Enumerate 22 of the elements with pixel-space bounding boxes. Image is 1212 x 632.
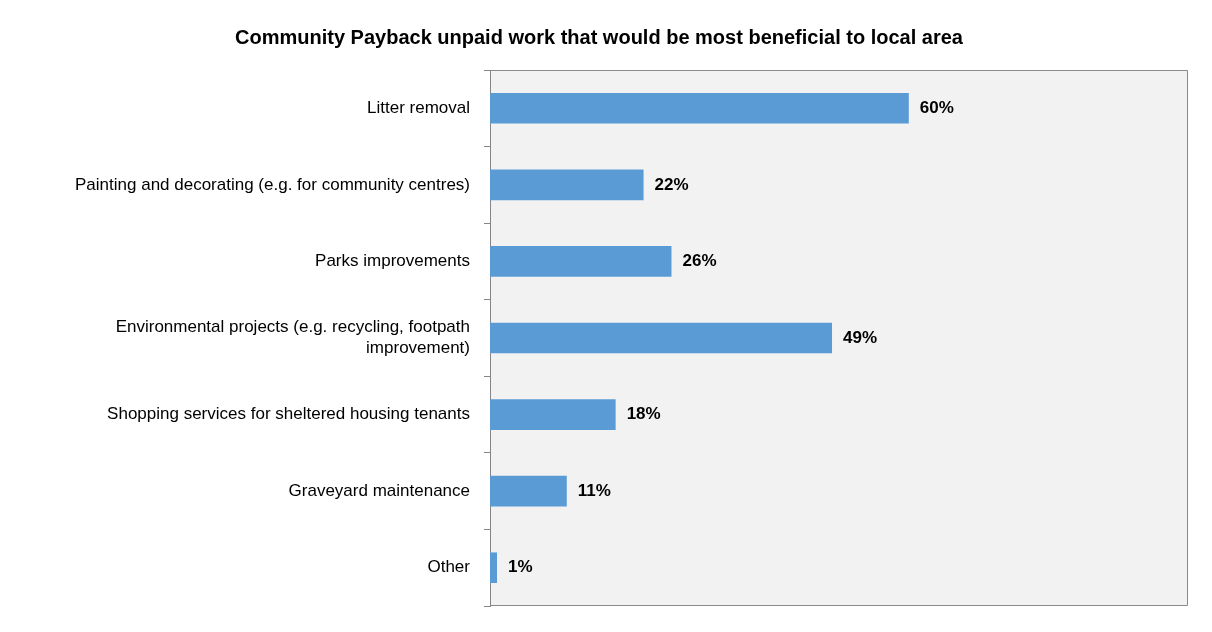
bar (490, 169, 644, 201)
data-label: 60% (919, 97, 954, 117)
y-tick-label: Other (427, 557, 471, 577)
data-label: 49% (843, 327, 878, 347)
y-tick-label: Graveyard maintenance (288, 480, 470, 500)
data-label: 1% (507, 557, 533, 577)
data-label: 18% (626, 404, 661, 424)
y-tick-label: Litter removal (367, 97, 470, 117)
data-label: 22% (654, 174, 689, 194)
y-tick-label: Environmental projects (e.g. recycling, footpath improvement) (115, 317, 470, 357)
bar (490, 475, 567, 507)
chart-title: Community Payback unpaid work that would be most beneficial to local area (235, 25, 964, 48)
bar (490, 322, 833, 354)
y-tick-label: Painting and decorating (e.g. for community centres) (75, 174, 470, 194)
data-label: 11% (577, 480, 611, 500)
bar (490, 92, 909, 124)
bar (490, 246, 672, 277)
y-tick-label: Parks improvements (315, 251, 470, 271)
bar (490, 552, 497, 584)
data-label: 26% (682, 251, 717, 271)
y-tick-label: Shopping services for sheltered housing tenants (107, 404, 470, 424)
bar (490, 399, 616, 430)
